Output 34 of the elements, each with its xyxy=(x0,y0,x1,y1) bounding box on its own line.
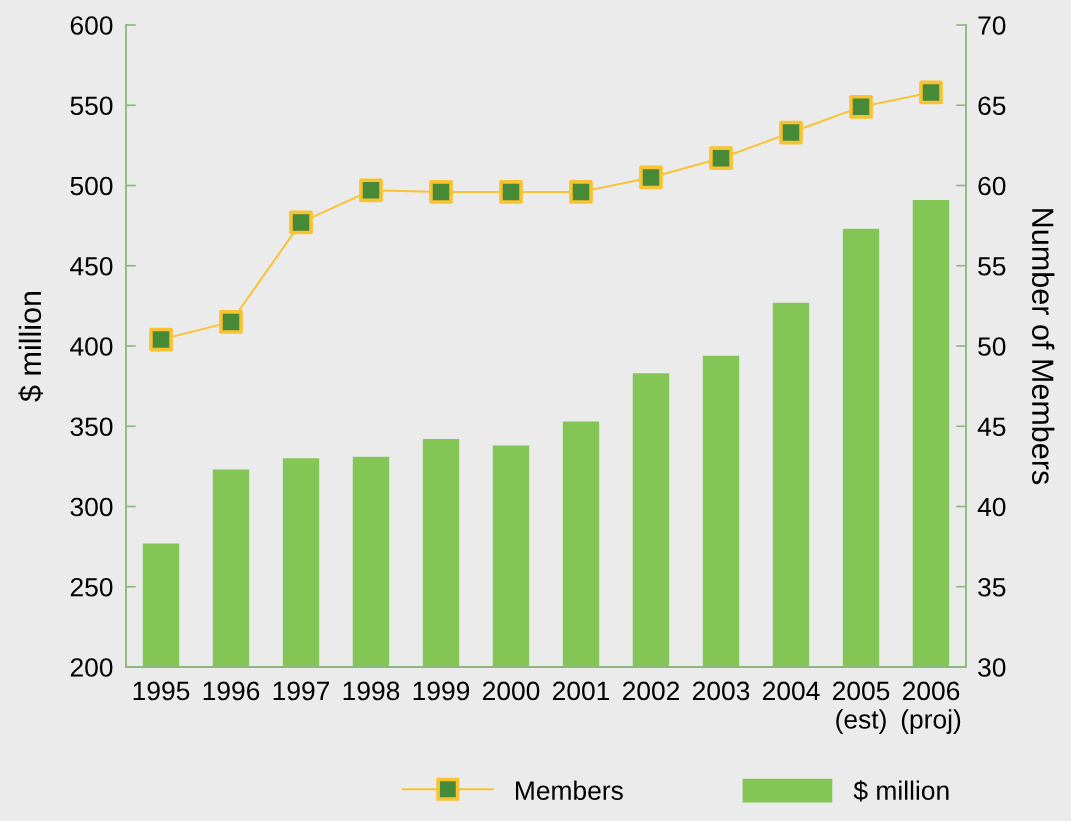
y-tick-label: 600 xyxy=(70,16,113,35)
x-tick-label: 2004 xyxy=(762,681,820,701)
y-tick-label: 250 xyxy=(70,577,113,597)
x-tick-label: 1995 xyxy=(133,681,190,701)
y-tick-label: 450 xyxy=(70,256,113,276)
y-tick-label: 550 xyxy=(70,96,113,116)
x-tick-label: 2002 xyxy=(622,681,680,701)
y2-tick-label: 60 xyxy=(978,176,1006,196)
y2-tick-label: 55 xyxy=(978,257,1006,276)
x-tick-label: 1996 xyxy=(203,681,260,701)
y-tick-label: 200 xyxy=(70,658,113,677)
legend-label: $ million xyxy=(853,780,949,802)
legend-label: Members xyxy=(515,780,623,800)
y-axis-title: $ million xyxy=(18,291,44,402)
x-tick-label: 1998 xyxy=(343,681,400,701)
y2-tick-label: 70 xyxy=(978,16,1006,35)
y-tick-label: 500 xyxy=(70,176,113,196)
y-tick-label: 300 xyxy=(70,497,113,517)
y2-tick-label: 50 xyxy=(978,337,1006,356)
y2-axis-title: Number of Members xyxy=(1031,209,1055,485)
y2-tick-label: 35 xyxy=(978,577,1006,597)
x-tick-label: 2000 xyxy=(482,681,540,701)
y2-tick-label: 30 xyxy=(978,658,1006,677)
y2-tick-label: 40 xyxy=(977,497,1006,517)
x-tick-label: 1997 xyxy=(273,681,330,701)
x-tick-label: 2001 xyxy=(552,681,610,701)
x-tick-label: 2005 (est) xyxy=(832,681,890,734)
y-tick-label: 350 xyxy=(70,417,113,437)
y2-tick-label: 45 xyxy=(977,417,1006,437)
x-tick-label: 2006 (proj) xyxy=(901,681,961,734)
x-tick-label: 2003 xyxy=(692,681,750,701)
y2-tick-label: 65 xyxy=(978,96,1006,116)
x-tick-label: 1999 xyxy=(413,681,470,701)
y-tick-label: 400 xyxy=(70,337,113,356)
